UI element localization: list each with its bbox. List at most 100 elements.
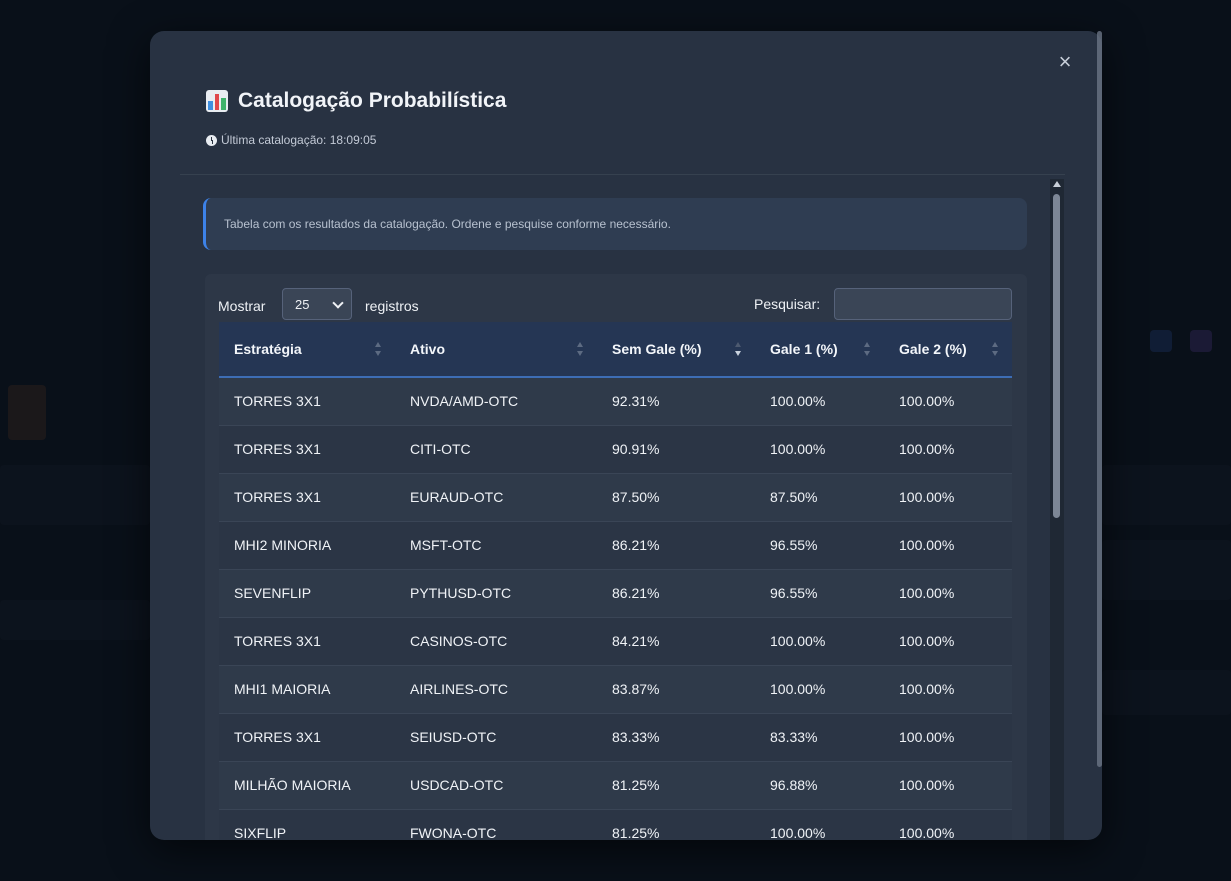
column-header-no-gale[interactable]: Sem Gale (%) [597, 322, 755, 377]
bar-chart-icon [206, 90, 228, 112]
modal-title-text: Catalogação Probabilística [238, 89, 507, 112]
cell-gale-1: 100.00% [770, 681, 826, 697]
cell-asset: EURAUD-OTC [410, 489, 504, 505]
cell-gale-2: 100.00% [899, 393, 955, 410]
column-header-label: Sem Gale (%) [612, 341, 702, 357]
length-label: Mostrar [218, 298, 266, 314]
table-row: MHI1 MAIORIA AIRLINES-OTC 83.87% 100.00% 100… [219, 665, 1012, 713]
info-alert: Tabela com os resultados da catalogação.… [203, 198, 1027, 250]
cell-asset: FWONA-OTC [410, 825, 497, 840]
table-row: TORRES 3X1 EURAUD-OTC 87.50% 87.50% 100.00% [219, 473, 1012, 521]
cell-gale-1: 100.00% [770, 825, 826, 840]
cell-asset: AIRLINES-OTC [410, 681, 509, 697]
cell-gale-2: 100.00% [899, 729, 955, 745]
scroll-up-arrow-icon[interactable] [1053, 181, 1061, 187]
table-row: TORRES 3X1 CITI-OTC 90.91% 100.00% 100.00% [219, 425, 1012, 473]
cell-gale-1: 96.55% [770, 585, 818, 601]
search-label: Pesquisar: [754, 296, 821, 312]
cell-gale-2: 100.00% [899, 633, 955, 649]
column-header-label: Gale 1 (%) [770, 341, 838, 357]
cell-gale-1: 83.33% [770, 729, 818, 745]
cell-asset: NVDA/AMD-OTC [410, 393, 519, 410]
cell-asset: MSFT-OTC [410, 537, 482, 553]
table-row: SIXFLIP FWONA-OTC 81.25% 100.00% 100.00% [219, 809, 1012, 840]
column-header-label: Ativo [410, 341, 445, 357]
modal-body: Tabela com os resultados da catalogação.… [150, 175, 1050, 840]
cell-gale-2: 100.00% [899, 681, 955, 697]
cell-strategy: TORRES 3X1 [234, 489, 321, 505]
cell-gale-2: 100.00% [899, 489, 955, 505]
modal-title: Catalogação Probabilística [206, 89, 506, 113]
cell-no-gale: 87.50% [612, 489, 660, 505]
cell-gale-2: 100.00% [899, 825, 955, 840]
header-divider [180, 174, 1065, 175]
sort-icon [992, 342, 998, 356]
cell-strategy: SIXFLIP [234, 825, 287, 840]
cell-no-gale: 92.31% [612, 393, 660, 410]
last-catalog-text: Última catalogação: 18:09:05 [221, 133, 377, 147]
length-select-value: 25 [295, 296, 310, 312]
cell-strategy: TORRES 3X1 [234, 633, 321, 649]
sort-icon [375, 342, 381, 356]
cell-asset: USDCAD-OTC [410, 777, 504, 793]
cell-strategy: TORRES 3X1 [234, 441, 321, 457]
cell-no-gale: 86.21% [612, 537, 660, 553]
sort-icon [577, 342, 583, 356]
cell-strategy: TORRES 3X1 [234, 729, 321, 745]
modal-scrollbar[interactable] [1050, 179, 1064, 840]
results-table: Estratégia Ativo Sem Gale (%) Gale 1 (%)… [219, 322, 1012, 840]
sort-desc-icon [735, 342, 741, 356]
column-header-gale-2[interactable]: Gale 2 (%) [884, 322, 1012, 377]
cell-gale-1: 96.55% [770, 537, 818, 553]
cell-no-gale: 84.21% [612, 633, 660, 649]
cell-no-gale: 86.21% [612, 585, 660, 601]
clock-icon [206, 134, 217, 146]
cell-gale-1: 87.50% [770, 489, 818, 505]
catalog-modal: × Catalogação Probabilística Última cata… [150, 31, 1102, 840]
table-row: MHI2 MINORIA MSFT-OTC 86.21% 96.55% 100.00% [219, 521, 1012, 569]
column-header-asset[interactable]: Ativo [395, 322, 597, 377]
cell-no-gale: 81.25% [612, 777, 660, 793]
results-table-card: Mostrar 25 registros Pesquisar: Estratég… [205, 274, 1027, 840]
cell-strategy: TORRES 3X1 [234, 393, 321, 410]
cell-gale-1: 100.00% [770, 393, 826, 410]
cell-strategy: SEVENFLIP [234, 585, 312, 601]
last-catalog-time: Última catalogação: 18:09:05 [206, 133, 376, 147]
table-row: MILHÃO MAIORIA USDCAD-OTC 81.25% 96.88% 100.… [219, 761, 1012, 809]
cell-no-gale: 83.33% [612, 729, 660, 745]
chevron-down-icon [332, 296, 344, 309]
close-icon[interactable]: × [1058, 49, 1072, 74]
table-row: SEVENFLIP PYTHUSD-OTC 86.21% 96.55% 100.00% [219, 569, 1012, 617]
table-row: TORRES 3X1 SEIUSD-OTC 83.33% 83.33% 100.00% [219, 713, 1012, 761]
cell-gale-2: 100.00% [899, 585, 955, 601]
cell-gale-1: 100.00% [770, 441, 826, 457]
cell-strategy: MILHÃO MAIORIA [234, 777, 351, 793]
search-input[interactable] [834, 288, 1012, 320]
cell-no-gale: 90.91% [612, 441, 660, 457]
column-header-label: Estratégia [234, 341, 302, 357]
scroll-thumb[interactable] [1053, 194, 1060, 518]
table-row: TORRES 3X1 CASINOS-OTC 84.21% 100.00% 100.00… [219, 617, 1012, 665]
table-row: TORRES 3X1 NVDA/AMD-OTC 92.31% 100.00% 100.0… [219, 377, 1012, 425]
results-table-body: TORRES 3X1 NVDA/AMD-OTC 92.31% 100.00% 100.0… [219, 377, 1012, 840]
column-header-strategy[interactable]: Estratégia [219, 322, 395, 377]
cell-gale-2: 100.00% [899, 777, 955, 793]
length-select[interactable]: 25 [282, 288, 352, 320]
cell-asset: SEIUSD-OTC [410, 729, 497, 745]
cell-strategy: MHI2 MINORIA [234, 537, 332, 553]
length-suffix: registros [365, 298, 419, 314]
cell-gale-1: 100.00% [770, 633, 826, 649]
cell-no-gale: 81.25% [612, 825, 660, 840]
cell-strategy: MHI1 MAIORIA [234, 681, 331, 697]
page-scrollbar[interactable] [1097, 31, 1102, 767]
cell-gale-2: 100.00% [899, 441, 955, 457]
table-header-row: Estratégia Ativo Sem Gale (%) Gale 1 (%)… [219, 322, 1012, 377]
column-header-gale-1[interactable]: Gale 1 (%) [755, 322, 884, 377]
cell-gale-2: 100.00% [899, 537, 955, 553]
cell-asset: CASINOS-OTC [410, 633, 508, 649]
cell-gale-1: 96.88% [770, 777, 818, 793]
cell-asset: PYTHUSD-OTC [410, 585, 512, 601]
sort-icon [864, 342, 870, 356]
column-header-label: Gale 2 (%) [899, 341, 967, 357]
cell-no-gale: 83.87% [612, 681, 660, 697]
